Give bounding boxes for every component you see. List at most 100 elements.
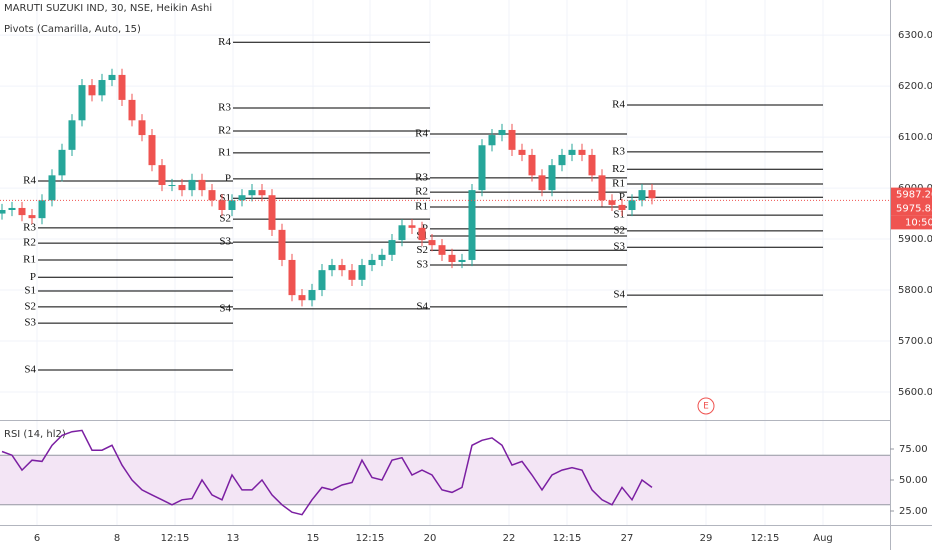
candle-body <box>548 165 556 191</box>
y-tick-label: 6300.00 <box>898 30 932 41</box>
candle-body <box>0 210 6 214</box>
pivot-label: R3 <box>415 171 428 183</box>
rsi-title: RSI (14, hl2) <box>4 429 66 440</box>
rsi-band <box>0 455 890 505</box>
candle-body <box>278 229 286 260</box>
candle-body <box>88 85 96 96</box>
candle-body <box>498 129 506 136</box>
earnings-marker-label[interactable]: E <box>703 402 709 412</box>
y-tick-label: 5800.00 <box>898 285 932 296</box>
rsi-line <box>1 429 653 516</box>
pivot-label: P <box>30 271 36 283</box>
candle-body <box>178 185 186 191</box>
x-tick-label: 27 <box>621 533 634 544</box>
candle-body <box>608 200 616 205</box>
pivot-label: S4 <box>416 300 428 312</box>
candle-body <box>108 74 116 81</box>
pivot-label: S1 <box>24 285 36 297</box>
pivot-label: R3 <box>23 221 36 233</box>
x-tick-label: 12:15 <box>751 533 780 544</box>
pivot-label: S4 <box>613 289 625 301</box>
candle-body <box>448 254 456 262</box>
candle-body <box>368 259 376 266</box>
pivot-label: S2 <box>219 213 231 225</box>
pivot-label: S2 <box>416 244 428 256</box>
countdown-label: 10:50 <box>905 217 932 228</box>
pivot-label: R1 <box>415 200 428 212</box>
candle-body <box>158 165 166 186</box>
x-tick-label: 22 <box>503 533 516 544</box>
candle-body <box>568 149 576 155</box>
candle-body <box>428 240 436 246</box>
rsi-tick-label: 25.00 <box>899 506 928 517</box>
candle-body <box>208 190 216 201</box>
pivot-label: P <box>225 172 231 184</box>
candle-body <box>318 270 326 291</box>
pivot-label: S3 <box>219 236 231 248</box>
candle-body <box>468 190 476 260</box>
x-tick-label: 15 <box>307 533 320 544</box>
candle-body <box>238 195 246 201</box>
y-tick-label: 5600.00 <box>898 387 932 398</box>
x-tick-label: 13 <box>227 533 240 544</box>
candle-body <box>328 265 336 271</box>
pivot-label: S1 <box>613 209 625 221</box>
grid <box>0 0 890 525</box>
candle-body <box>268 195 276 230</box>
candle-body <box>378 254 386 260</box>
countdown-box <box>891 215 932 230</box>
x-tick-label: 12:15 <box>553 533 582 544</box>
x-tick-label: 12:15 <box>161 533 190 544</box>
indicator-title: Pivots (Camarilla, Auto, 15) <box>4 24 141 35</box>
x-tick-label: 8 <box>114 533 120 544</box>
candle-body <box>18 207 26 216</box>
rsi-tick-label: 75.00 <box>899 444 928 455</box>
y-tick-label: 5900.00 <box>898 234 932 245</box>
candle-body <box>408 225 416 228</box>
x-tick-label: 12:15 <box>356 533 385 544</box>
pivot-label: S2 <box>613 224 625 236</box>
candle-body <box>558 154 566 166</box>
candle-body <box>28 215 36 219</box>
pivot-label: R4 <box>23 174 36 186</box>
candle-body <box>648 190 656 199</box>
candle-body <box>598 175 606 201</box>
pivot-label: R1 <box>218 146 231 158</box>
candle-body <box>58 149 66 176</box>
price-pane: R4R3R2R1PS1S2S3S4R4R3R2R1PS1S2S3S4R4R3R2… <box>0 36 890 376</box>
x-tick-label: 29 <box>700 533 713 544</box>
candle-body <box>638 190 646 201</box>
pivot-label: R4 <box>218 36 231 48</box>
pivot-label: R4 <box>415 128 428 140</box>
candle-body <box>128 99 136 121</box>
candle-body <box>458 259 466 262</box>
candle-body <box>338 265 346 271</box>
pivot-label: S2 <box>24 300 36 312</box>
x-tick-label: Aug <box>813 533 833 544</box>
candle-body <box>118 74 126 100</box>
chart-title: MARUTI SUZUKI IND, 30, NSE, Heikin Ashi <box>4 3 212 14</box>
candle-body <box>228 200 236 210</box>
candle-body <box>398 225 406 241</box>
pivot-label: P <box>619 191 625 203</box>
candle-body <box>438 245 446 255</box>
candle-body <box>578 149 586 155</box>
candle-body <box>588 154 596 176</box>
pivot-label: R1 <box>23 253 36 265</box>
candle-body <box>138 120 146 136</box>
pivot-label: R3 <box>218 102 231 114</box>
candle-body <box>258 190 266 196</box>
price-label-box <box>891 201 932 216</box>
pivot-label: S3 <box>416 259 428 271</box>
candle-body <box>48 175 56 201</box>
candle-body <box>198 179 206 191</box>
pivot-label: R4 <box>612 99 625 111</box>
pivot-label: R3 <box>612 145 625 157</box>
candle-body <box>348 270 356 280</box>
candle-body <box>8 207 16 210</box>
earnings-marker[interactable] <box>697 397 715 415</box>
pivot-label: S4 <box>24 364 36 376</box>
price-label: 5987.20 <box>896 190 932 201</box>
candle-body <box>148 135 156 166</box>
pivot-label: R1 <box>612 178 625 190</box>
